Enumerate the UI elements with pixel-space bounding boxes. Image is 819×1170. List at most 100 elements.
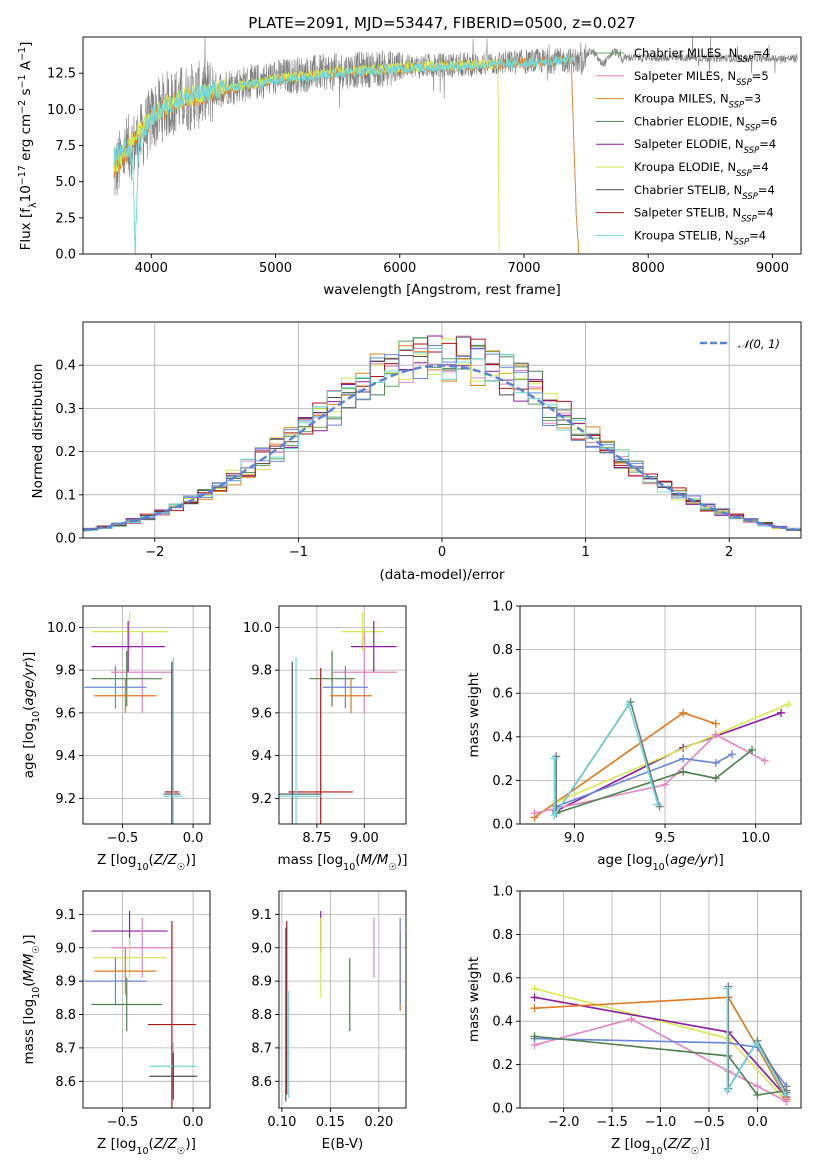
y-tick-label: 9.6 bbox=[55, 706, 76, 721]
y-tick-label: 0.0 bbox=[55, 532, 76, 547]
mass-weight-series-2 bbox=[534, 996, 788, 1100]
legend-entry: Kroupa STELIB, NSSP=4 bbox=[634, 228, 766, 247]
massweight-vs-z-xlabel: Z [log10(Z/Z☉)] bbox=[611, 1136, 710, 1157]
y-tick-label: 8.6 bbox=[55, 1075, 76, 1090]
y-tick-label: 9.2 bbox=[55, 792, 76, 807]
y-tick-label: 0.8 bbox=[492, 643, 513, 658]
error-bar-point bbox=[91, 977, 163, 1032]
normal-curve bbox=[83, 364, 799, 532]
error-bar-point bbox=[94, 947, 157, 995]
y-tick-label: 9.8 bbox=[251, 664, 272, 679]
x-tick-label: 0.10 bbox=[267, 1115, 296, 1130]
error-bar-point bbox=[309, 650, 355, 707]
mass-weight-marker bbox=[624, 700, 633, 709]
x-tick-label: 9.5 bbox=[655, 831, 676, 846]
age-vs-z-xlabel: Z [log10(Z/Z☉)] bbox=[97, 852, 196, 873]
mass-weight-marker bbox=[711, 719, 720, 728]
y-tick-label: 9.6 bbox=[251, 706, 272, 721]
x-tick-label: 0 bbox=[438, 545, 446, 560]
massweight-vs-age-frame bbox=[519, 605, 802, 825]
residuals-axes: −2 −1 0 1 2 0.0 0.1 0.2 0.3 0.4 bbox=[55, 322, 801, 560]
y-tick-label: 8.9 bbox=[55, 975, 76, 990]
x-tick-label: 9000 bbox=[756, 261, 789, 276]
spectrum-ylabel: Flux [fλ10−17 erg cm−2 s−1 A−1] bbox=[17, 42, 39, 251]
mass-weight-marker bbox=[748, 745, 757, 754]
mass-weight-series-7 bbox=[553, 702, 659, 818]
mass-weight-marker bbox=[711, 774, 720, 783]
legend-entry: Chabrier ELODIE, NSSP=6 bbox=[634, 114, 777, 133]
x-tick-label: −1.0 bbox=[645, 1115, 677, 1130]
mass-weight-marker bbox=[723, 984, 732, 993]
y-tick-label: 9.0 bbox=[55, 941, 76, 956]
error-bar-point bbox=[163, 661, 181, 824]
mass-weight-marker bbox=[784, 700, 793, 709]
y-tick-label: 0.4 bbox=[492, 730, 513, 745]
mass-weight-marker bbox=[711, 730, 720, 739]
y-tick-label: 10.0 bbox=[243, 621, 272, 636]
x-tick-label: −0.5 bbox=[107, 1115, 139, 1130]
residual-histogram-8 bbox=[83, 348, 801, 532]
mass-weight-marker bbox=[679, 708, 688, 717]
x-tick-label: 10.0 bbox=[741, 831, 770, 846]
mass-weight-marker bbox=[661, 780, 670, 789]
mass-weight-series-5 bbox=[556, 749, 753, 814]
mass-weight-marker bbox=[753, 1090, 762, 1099]
mass-weight-series-0 bbox=[534, 711, 717, 819]
y-tick-label: 2.5 bbox=[55, 211, 76, 226]
mass-weight-marker bbox=[627, 1015, 636, 1024]
error-bar-point bbox=[330, 678, 372, 713]
error-bar-point bbox=[147, 921, 196, 1108]
error-bar-point bbox=[111, 631, 174, 713]
y-tick-label: 8.7 bbox=[55, 1041, 76, 1056]
mass-weight-marker bbox=[753, 1082, 762, 1091]
y-tick-label: 9.1 bbox=[251, 908, 272, 923]
x-tick-label: 9.00 bbox=[350, 831, 379, 846]
error-bar-point bbox=[91, 612, 168, 651]
y-tick-label: 10.0 bbox=[47, 621, 76, 636]
y-tick-label: 1.0 bbox=[492, 600, 513, 615]
y-tick-label: 9.8 bbox=[55, 664, 76, 679]
error-bar-point bbox=[84, 957, 147, 1005]
x-tick-label: 7000 bbox=[507, 261, 540, 276]
mass-weight-marker bbox=[781, 1090, 790, 1099]
x-tick-label: 0.0 bbox=[183, 831, 204, 846]
residuals-xlabel: (data-model)/error bbox=[379, 567, 505, 583]
figure-title: PLATE=2091, MJD=53447, FIBERID=0500, z=0… bbox=[248, 14, 635, 32]
legend-entry: Kroupa ELODIE, NSSP=4 bbox=[634, 160, 769, 179]
age-vs-mass-axes: 8.75 9.00 9.2 9.4 9.6 9.8 10.0 bbox=[243, 606, 406, 846]
mass-weight-marker bbox=[530, 984, 539, 993]
x-tick-label: −1.5 bbox=[596, 1115, 628, 1130]
y-tick-label: 0.4 bbox=[55, 359, 76, 374]
mass-weight-marker bbox=[723, 1086, 732, 1095]
y-tick-label: 8.9 bbox=[251, 975, 272, 990]
y-tick-label: 9.4 bbox=[55, 749, 76, 764]
massweight-vs-age-ylabel: mass weight bbox=[466, 672, 482, 757]
mass-weight-marker bbox=[782, 1097, 791, 1106]
mass-vs-ebv-frame bbox=[278, 890, 407, 1109]
age-vs-mass-xlabel: mass [log10(M/M☉)] bbox=[278, 852, 408, 873]
error-bar-point bbox=[111, 917, 174, 978]
mass-weight-marker bbox=[752, 1038, 761, 1047]
x-tick-label: 8000 bbox=[632, 261, 665, 276]
spectrum-xlabel: wavelength [Angstrom, rest frame] bbox=[323, 282, 561, 298]
legend-entry: Salpeter STELIB, NSSP=4 bbox=[634, 206, 774, 225]
x-tick-label: 6000 bbox=[383, 261, 416, 276]
mass-vs-ebv-axes: 0.10 0.15 0.20 8.6 8.7 8.8 8.9 9.0 9.1 bbox=[251, 891, 406, 1130]
y-tick-label: 9.1 bbox=[55, 908, 76, 923]
mass-weight-series-2 bbox=[555, 703, 789, 803]
x-tick-label: −0.5 bbox=[107, 831, 139, 846]
y-tick-label: 10.0 bbox=[47, 103, 76, 118]
y-tick-label: 0.2 bbox=[492, 1058, 513, 1073]
age-vs-z-axes: −0.5 0.0 9.2 9.4 9.6 9.8 10.0 bbox=[47, 606, 210, 846]
x-tick-label: −0.5 bbox=[693, 1115, 725, 1130]
x-tick-label: −2 bbox=[145, 545, 164, 560]
x-tick-label: 0.0 bbox=[747, 1115, 768, 1130]
y-tick-label: 0.0 bbox=[492, 818, 513, 833]
y-tick-label: 7.5 bbox=[55, 139, 76, 154]
y-tick-label: 9.2 bbox=[251, 792, 272, 807]
mass-vs-z-xlabel: Z [log10(Z/Z☉)] bbox=[97, 1136, 196, 1157]
y-tick-label: 0.3 bbox=[55, 402, 76, 417]
x-tick-label: 5000 bbox=[259, 261, 292, 276]
massweight-vs-z-ylabel: mass weight bbox=[466, 957, 482, 1042]
